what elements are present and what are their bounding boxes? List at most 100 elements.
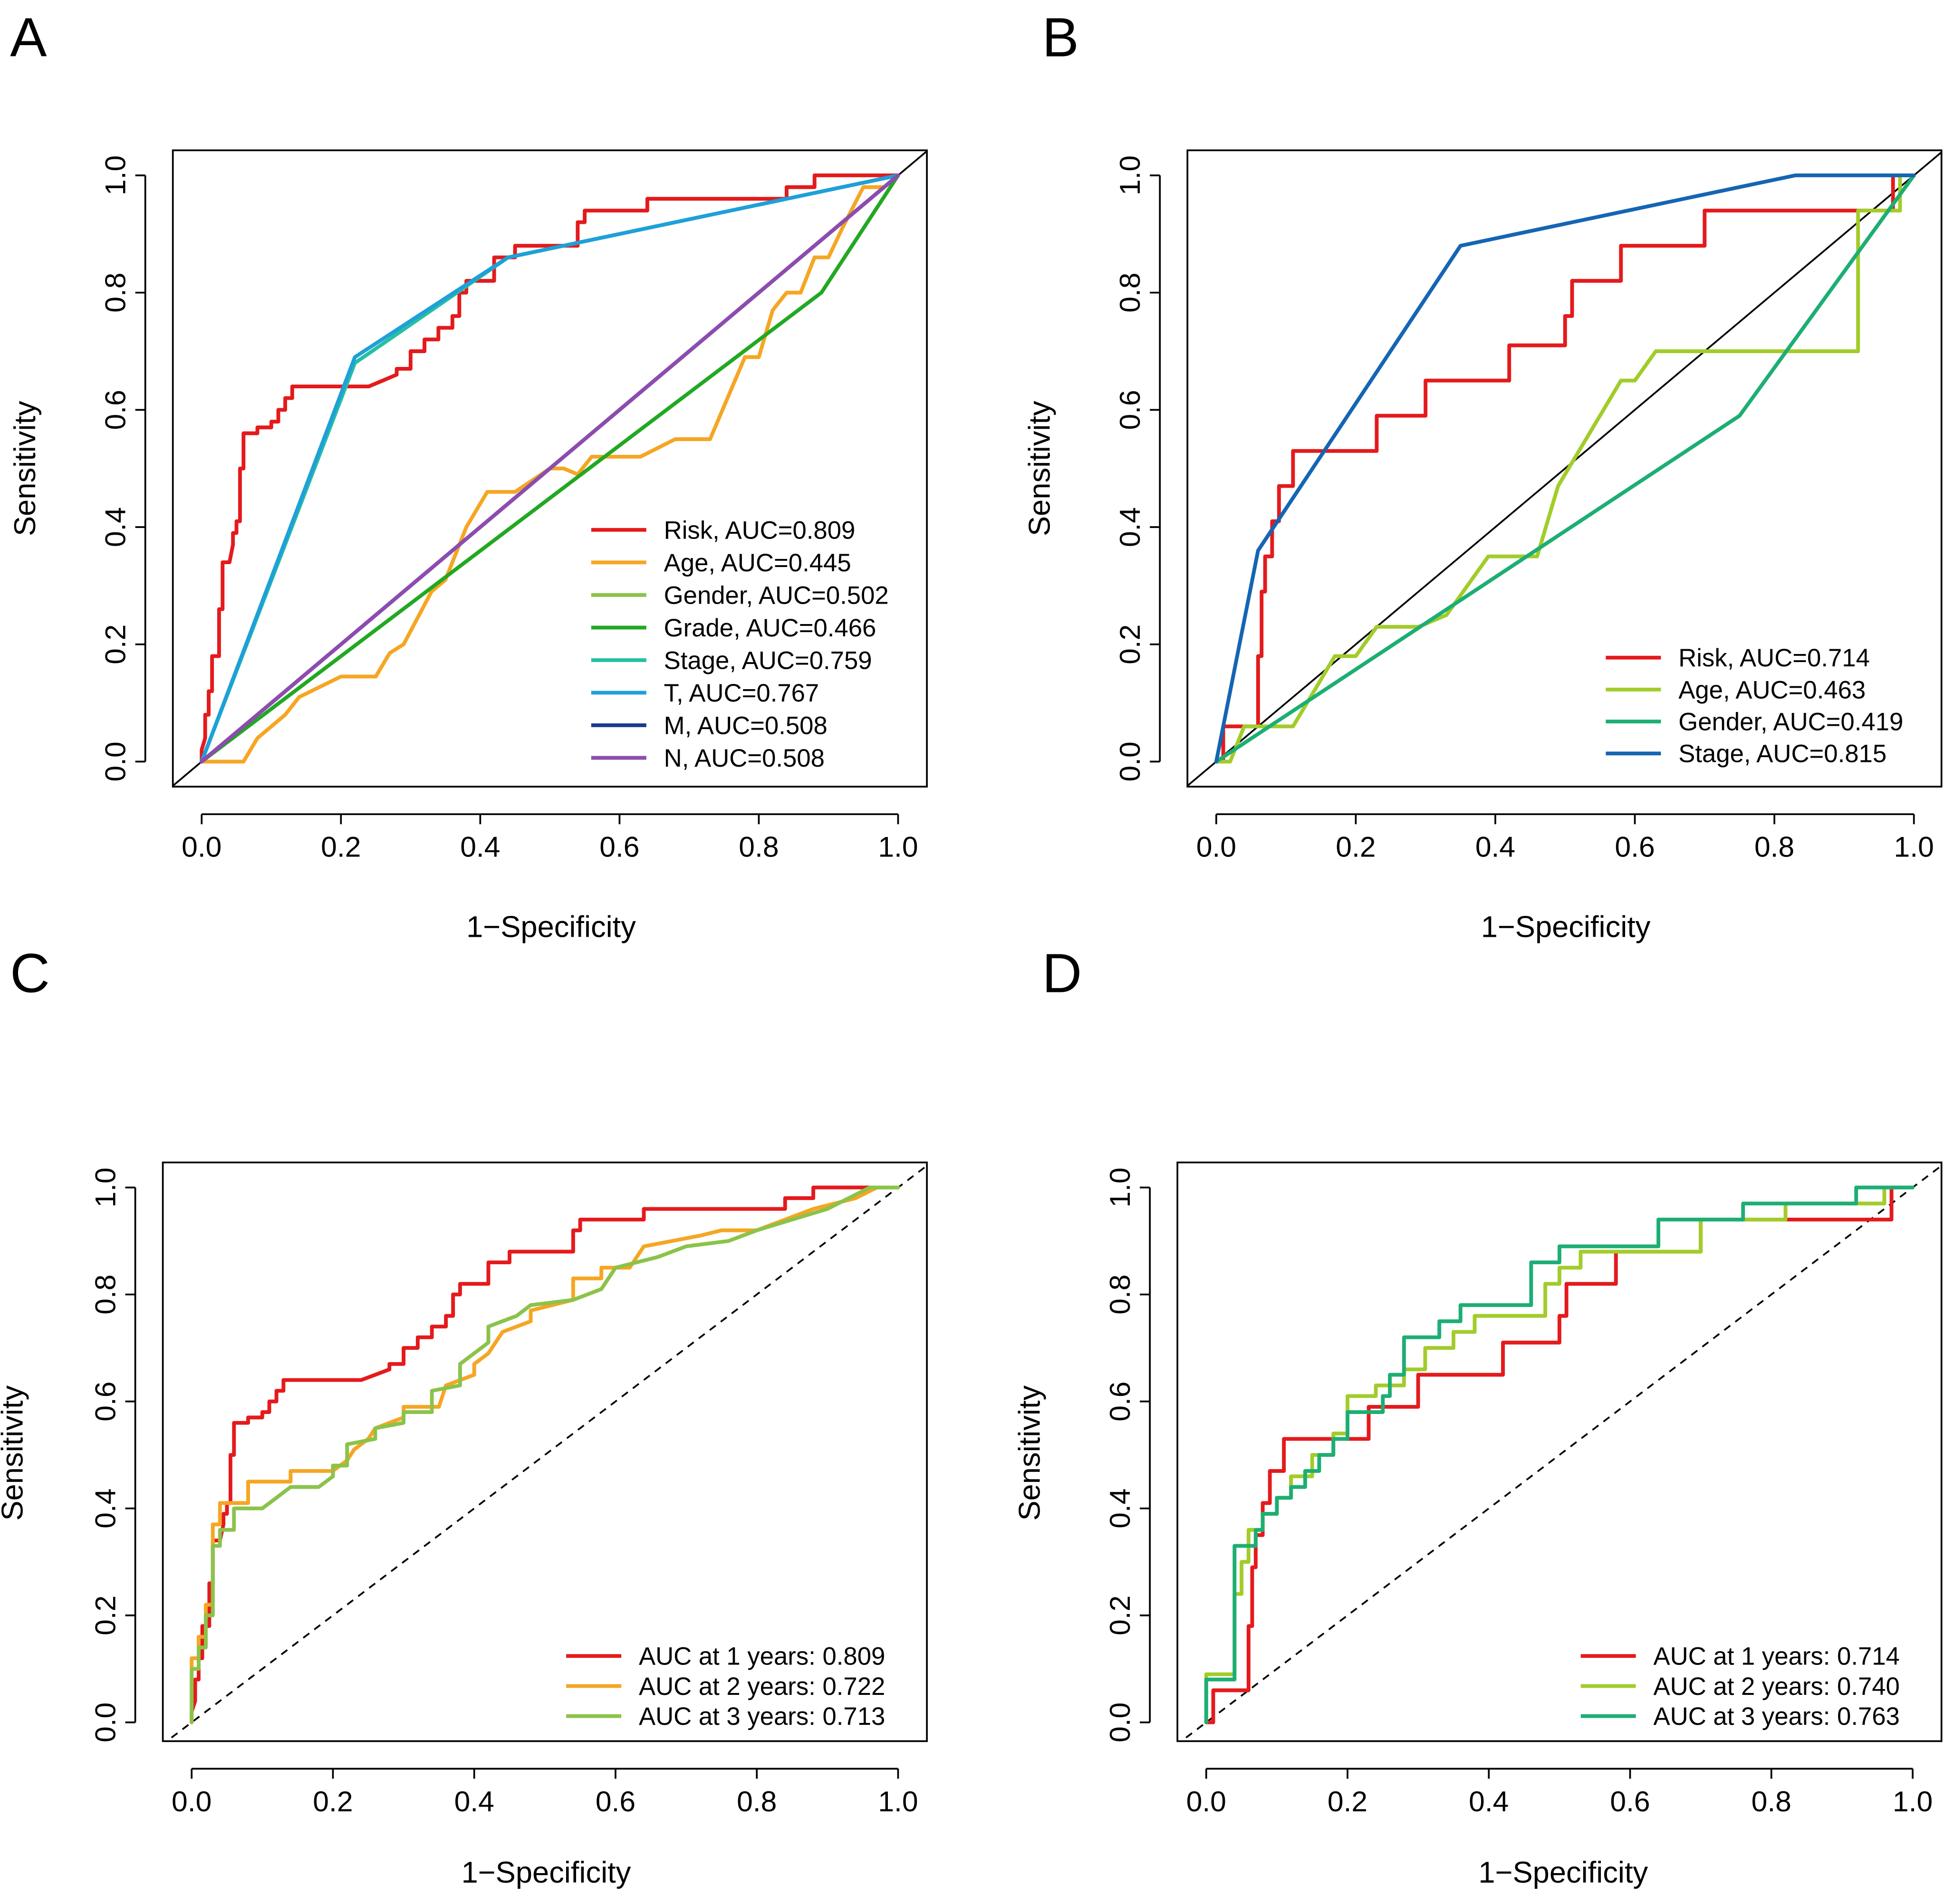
x-tick-label: 0.2: [313, 1785, 353, 1817]
y-axis-title: Sensitivity: [1013, 1385, 1046, 1521]
panel-A: A 0.0 0.2 0.4 0.6 0.8 1.0 0.0 0.2 0.4 0.6 0.8 1.0 1−S…: [9, 7, 928, 943]
x-tick-label: 0.4: [460, 831, 500, 863]
y-tick-label: 0.6: [1114, 390, 1146, 430]
y-axis-title: Sensitivity: [9, 401, 42, 536]
panel-C: C 0.0 0.2 0.4 0.6 0.8 1.0 0.0 0.2 0.4 0.6 0.8 1.0 1−S…: [0, 942, 928, 1889]
y-tick-label: 0.4: [89, 1489, 121, 1529]
legend-label: T, AUC=0.767: [664, 679, 819, 707]
x-axis-title: 1−Specificity: [466, 910, 636, 943]
x-tick-label: 1.0: [878, 831, 918, 863]
panel-D: D 0.0 0.2 0.4 0.6 0.8 1.0 0.0 0.2 0.4 0.6 0.8 1.0 1−S…: [1013, 942, 1943, 1889]
x-tick-label: 0.2: [1328, 1785, 1367, 1817]
y-tick-label: 0.6: [99, 390, 132, 430]
legend-label: AUC at 2 years: 0.740: [1654, 1673, 1900, 1701]
legend-label: Age, AUC=0.463: [1678, 676, 1866, 704]
panel-letter: B: [1042, 7, 1079, 68]
x-tick-label: 0.8: [1754, 831, 1794, 863]
plot-area: [165, 1164, 927, 1741]
legend-label: Stage, AUC=0.815: [1678, 740, 1887, 768]
legend-label: Risk, AUC=0.714: [1678, 644, 1870, 672]
legend-label: M, AUC=0.508: [664, 712, 828, 740]
legend-label: N, AUC=0.508: [664, 744, 825, 772]
legend-label: Grade, AUC=0.466: [664, 614, 876, 642]
y-tick-label: 1.0: [89, 1167, 121, 1207]
y-tick-label: 0.4: [99, 507, 132, 547]
legend: Risk, AUC=0.714 Age, AUC=0.463 Gender, AUC…: [1606, 644, 1903, 768]
x-tick-label: 0.6: [599, 831, 639, 863]
panel-letter: A: [10, 7, 47, 68]
panel-letter: D: [1042, 942, 1082, 1004]
y-tick-label: 0.2: [89, 1596, 121, 1635]
series-line-3: [190, 1185, 900, 1724]
y-tick-label: 0.8: [99, 273, 132, 313]
plot-area: [1180, 1164, 1942, 1741]
plot-area: [173, 150, 927, 787]
x-tick-label: 0.8: [737, 1785, 777, 1817]
x-tick-label: 0.6: [1610, 1785, 1650, 1817]
x-tick-label: 0.0: [1196, 831, 1236, 863]
y-tick-label: 1.0: [1104, 1167, 1136, 1207]
y-tick-label: 0.6: [89, 1381, 121, 1421]
legend-label: AUC at 1 years: 0.714: [1654, 1643, 1900, 1671]
reference-diagonal: [1187, 151, 1942, 787]
legend-label: Gender, AUC=0.419: [1678, 708, 1903, 736]
legend-label: Risk, AUC=0.809: [664, 516, 856, 544]
y-tick-label: 0.4: [1104, 1489, 1136, 1529]
series-line-2: [1204, 1185, 1915, 1724]
series-line-8: [200, 173, 900, 764]
x-tick-label: 1.0: [1894, 831, 1934, 863]
plot-frame: [1186, 149, 1943, 788]
panel-letter: C: [10, 942, 50, 1004]
y-tick-label: 0.6: [1104, 1381, 1136, 1421]
y-tick-label: 1.0: [99, 155, 132, 195]
y-axis-title: Sensitivity: [1023, 401, 1056, 536]
y-tick-label: 0.0: [89, 1702, 121, 1742]
legend: Risk, AUC=0.809 Age, AUC=0.445 Gender, AUC…: [591, 516, 889, 772]
reference-diagonal: [165, 1164, 927, 1741]
y-tick-label: 0.2: [1104, 1596, 1136, 1635]
series-line-2: [200, 173, 900, 764]
x-tick-label: 0.6: [1615, 831, 1655, 863]
x-tick-label: 0.8: [739, 831, 779, 863]
plot-frame: [1176, 1161, 1943, 1742]
reference-diagonal: [1180, 1164, 1942, 1741]
x-tick-label: 0.4: [1469, 1785, 1509, 1817]
x-axis-title: 1−Specificity: [1478, 1856, 1648, 1889]
x-tick-label: 0.8: [1752, 1785, 1791, 1817]
y-tick-label: 0.0: [99, 741, 132, 781]
y-tick-label: 0.2: [1114, 625, 1146, 664]
y-tick-label: 0.2: [99, 625, 132, 664]
legend-label: AUC at 2 years: 0.722: [639, 1673, 885, 1701]
legend-label: AUC at 3 years: 0.713: [639, 1702, 885, 1731]
legend-label: Gender, AUC=0.502: [664, 581, 889, 609]
y-tick-label: 0.0: [1114, 741, 1146, 781]
x-tick-label: 0.4: [1475, 831, 1515, 863]
x-tick-label: 0.0: [172, 1785, 212, 1817]
y-tick-label: 0.4: [1114, 507, 1146, 547]
series-line-3: [1204, 1185, 1915, 1724]
panel-B: B 0.0 0.2 0.4 0.6 0.8 1.0 0.0 0.2 0.4 0.6 0.8 1.0 1−S…: [1023, 7, 1943, 943]
y-tick-label: 0.0: [1104, 1702, 1136, 1742]
plot-frame: [162, 1161, 928, 1742]
x-axis-title: 1−Specificity: [462, 1856, 631, 1889]
plot-frame: [172, 149, 928, 788]
x-tick-label: 0.2: [1336, 831, 1376, 863]
y-tick-label: 0.8: [89, 1274, 121, 1314]
series-line-1: [1204, 1185, 1915, 1724]
x-tick-label: 1.0: [878, 1785, 918, 1817]
y-tick-label: 0.8: [1104, 1274, 1136, 1314]
legend-label: AUC at 1 years: 0.809: [639, 1643, 885, 1671]
x-tick-label: 0.0: [182, 831, 221, 863]
x-tick-label: 1.0: [1893, 1785, 1933, 1817]
x-tick-label: 0.0: [1186, 1785, 1226, 1817]
x-tick-label: 0.6: [596, 1785, 635, 1817]
plot-area: [1187, 151, 1942, 787]
legend-label: Stage, AUC=0.759: [664, 646, 872, 674]
series-line-2: [190, 1185, 900, 1724]
x-tick-label: 0.2: [321, 831, 361, 863]
y-tick-label: 0.8: [1114, 273, 1146, 313]
legend-label: AUC at 3 years: 0.763: [1654, 1702, 1900, 1731]
